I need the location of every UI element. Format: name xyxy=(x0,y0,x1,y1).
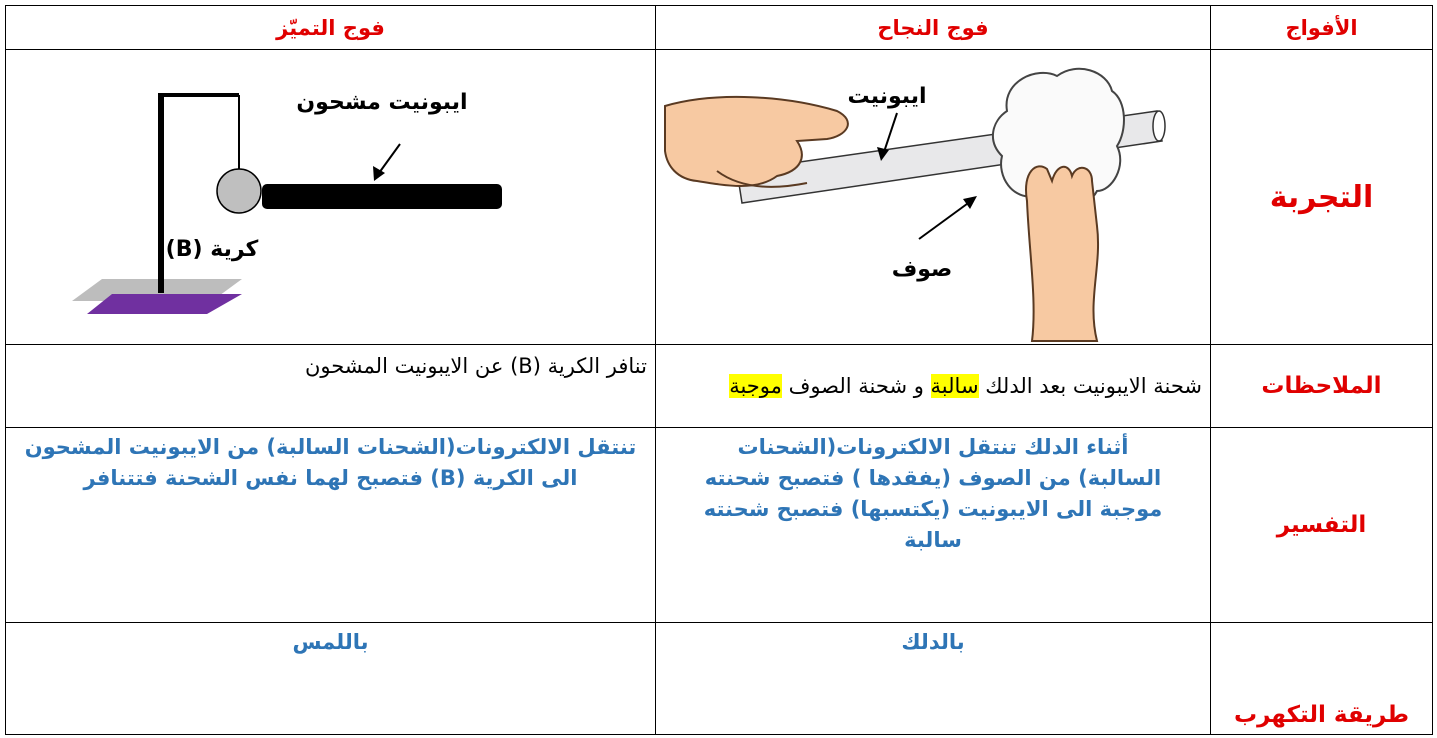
base xyxy=(87,293,242,314)
method: بالدلك xyxy=(655,622,1211,735)
right-hand xyxy=(1025,164,1100,342)
arrow-head xyxy=(877,146,889,161)
rubbing-illustration: ايبونيت صوف xyxy=(664,67,1166,342)
highlighted-text: موجبة xyxy=(729,374,782,398)
rod-label: ايبونيت مشحون xyxy=(296,90,467,115)
explanation-row: التفسير أثناء الدلك تنتقل الالكترونات(ال… xyxy=(5,427,1433,623)
row-label: التفسير xyxy=(1210,427,1433,623)
wool-label: صوف xyxy=(892,257,953,282)
method-row: طريقة التكهرب بالدلك باللمس xyxy=(5,622,1433,735)
row-label: طريقة التكهرب xyxy=(1210,622,1433,735)
table: الأفواج فوج النجاح فوج التميّز التجربة ا… xyxy=(5,5,1433,735)
left-hand xyxy=(664,95,849,187)
observation: شحنة الايبونيت بعد الدلك سالبة و شحنة ال… xyxy=(655,344,1211,428)
header-cell: فوج التميّز xyxy=(5,5,656,50)
header-row: الأفواج فوج النجاح فوج التميّز xyxy=(5,5,1433,50)
highlighted-text: سالبة xyxy=(930,374,979,398)
row-label: الملاحظات xyxy=(1210,344,1433,428)
arrow-line xyxy=(882,112,898,155)
rod-label: ايبونيت xyxy=(847,84,926,109)
arrow-head xyxy=(373,165,385,181)
text: و شحنة الصوف xyxy=(781,374,931,398)
pendulum-illustration: ايبونيت مشحون كرية (B) xyxy=(72,90,502,314)
wool xyxy=(992,67,1125,208)
experiment-row: التجربة ايبونيت صوف xyxy=(5,49,1433,345)
method: باللمس xyxy=(5,622,656,735)
row-label: التجربة xyxy=(1210,49,1433,345)
rod-end xyxy=(1152,109,1166,142)
header-cell: فوج النجاح xyxy=(655,5,1211,50)
observation-row: الملاحظات شحنة الايبونيت بعد الدلك سالبة… xyxy=(5,344,1433,428)
header-cell: الأفواج xyxy=(1210,5,1433,50)
ball-label: كرية (B) xyxy=(166,237,259,262)
image-cell: ايبونيت مشحون كرية (B) xyxy=(5,49,656,345)
text: شحنة الايبونيت بعد الدلك xyxy=(978,374,1202,398)
arrow-head xyxy=(963,195,977,209)
ball xyxy=(216,167,262,214)
arrow-line xyxy=(378,142,401,174)
stand-pole xyxy=(158,92,164,293)
finger-line xyxy=(716,169,808,188)
explanation: تنتقل الالكترونات(الشحنات السالبة) من ال… xyxy=(5,427,656,623)
explanation: أثناء الدلك تنتقل الالكترونات(الشحنات ال… xyxy=(655,427,1211,623)
charged-rod xyxy=(262,183,502,209)
image-cell: ايبونيت صوف xyxy=(655,49,1211,345)
observation: تنافر الكرية (B) عن الايبونيت المشحون xyxy=(5,344,656,428)
arrow-line xyxy=(918,199,972,240)
